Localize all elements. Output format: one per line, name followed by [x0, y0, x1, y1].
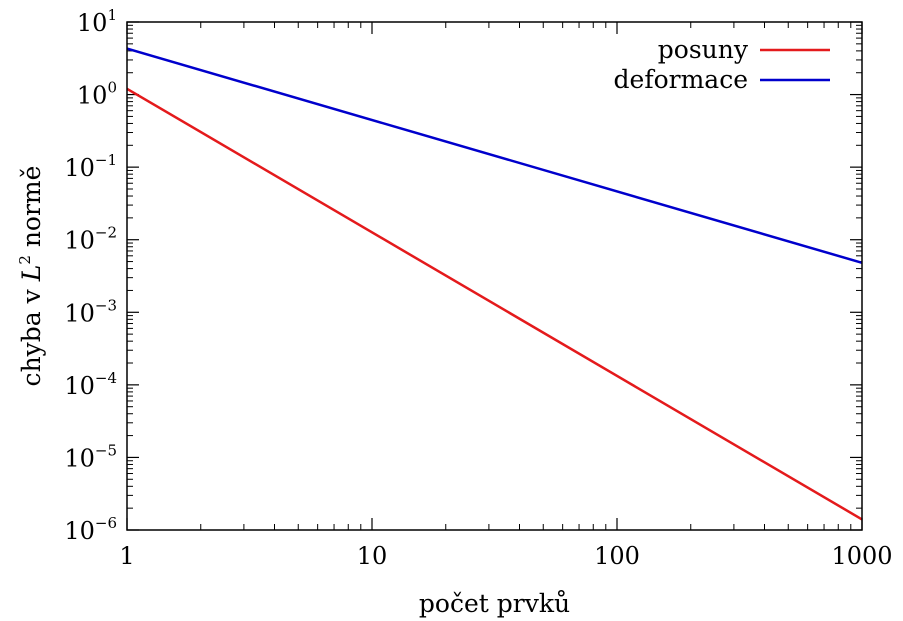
y-tick-label: 10−2: [64, 224, 117, 255]
y-tick-label: 100: [77, 79, 117, 110]
y-tick-label: 101: [77, 6, 117, 37]
x-tick-label: 10: [357, 542, 388, 570]
y-tick-label: 10−3: [64, 296, 117, 327]
y-axis-label: chyba v L2 normě: [16, 166, 46, 387]
y-tick-label: 10−6: [64, 514, 117, 545]
y-tick-label: 10−4: [64, 369, 117, 400]
series-line-deformace: [126, 47, 863, 265]
legend-label-posuny: posuny: [658, 35, 749, 64]
x-axis-label: počet prvků: [419, 589, 570, 618]
x-tick-label: 1000: [831, 542, 892, 570]
y-axis-label-suffix: normě: [17, 166, 46, 256]
legend-label-deformace: deformace: [614, 65, 748, 94]
x-tick-label: 100: [594, 542, 640, 570]
y-tick-label: 10−1: [64, 151, 117, 182]
y-tick-labels: 101 100 10−1 10−2 10−3 10−4 10−5 10−6: [64, 6, 117, 545]
y-axis-label-prefix: chyba v: [17, 281, 46, 386]
y-axis-label-superscript: 2: [16, 255, 34, 265]
y-axis-label-symbol: L: [17, 265, 46, 283]
legend: posuny deformace: [614, 35, 830, 94]
series-layer: [126, 47, 863, 521]
series-line-posuny: [126, 87, 863, 521]
minor-ticks: [127, 22, 862, 530]
x-tick-label: 1: [119, 542, 134, 570]
plot-frame: [126, 21, 863, 531]
x-tick-labels: 1 10 100 1000: [119, 542, 892, 570]
y-tick-label: 10−5: [64, 441, 117, 472]
